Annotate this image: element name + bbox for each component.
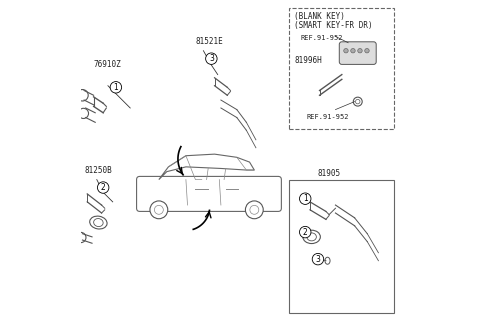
Text: 81905: 81905 [318,169,341,178]
Text: (SMART KEY-FR DR): (SMART KEY-FR DR) [294,22,373,30]
Circle shape [97,182,109,193]
Text: 76910Z: 76910Z [94,60,121,69]
Circle shape [300,226,311,238]
Text: 2: 2 [303,228,308,237]
Text: (BLANK KEY): (BLANK KEY) [294,12,345,21]
Text: 81250B: 81250B [84,166,112,175]
Circle shape [150,201,168,219]
Text: 1: 1 [113,83,118,92]
Circle shape [344,48,348,53]
Text: 81996H: 81996H [294,56,322,65]
Text: 3: 3 [209,54,214,63]
FancyBboxPatch shape [339,42,376,65]
Circle shape [300,193,311,204]
FancyBboxPatch shape [289,179,395,313]
Text: 1: 1 [303,194,308,203]
Circle shape [312,253,324,265]
Circle shape [155,205,163,214]
Circle shape [245,201,263,219]
Circle shape [205,53,217,65]
Circle shape [250,205,259,214]
FancyBboxPatch shape [289,8,395,129]
Circle shape [110,82,121,93]
Circle shape [351,48,355,53]
Text: 81521E: 81521E [195,37,223,46]
Circle shape [365,48,369,53]
Text: REF.91-952: REF.91-952 [300,35,343,40]
Circle shape [358,48,362,53]
Text: 3: 3 [315,255,321,264]
Text: 2: 2 [101,183,106,192]
Text: REF.91-952: REF.91-952 [307,114,349,120]
